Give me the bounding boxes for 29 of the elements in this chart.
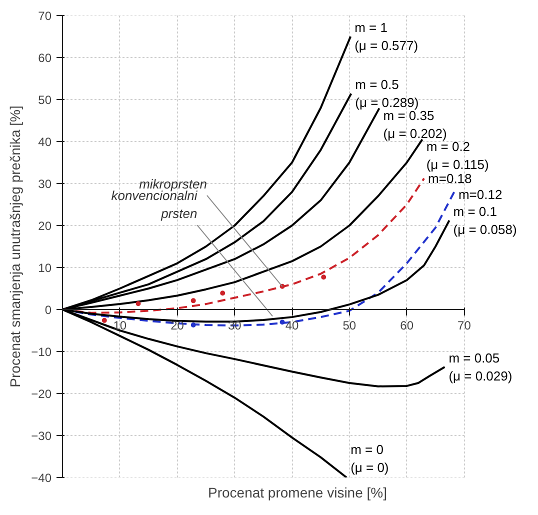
x-tick-label: 40 bbox=[285, 318, 300, 332]
y-tick-label: 70 bbox=[38, 9, 52, 23]
y-tick-label: −30 bbox=[31, 429, 52, 443]
x-axis-title: Procenat promene visine [%] bbox=[208, 484, 387, 500]
y-tick-label: −10 bbox=[31, 345, 52, 359]
y-tick-label: −20 bbox=[31, 387, 52, 401]
y-tick-label: 20 bbox=[38, 219, 52, 233]
y-tick-label: −40 bbox=[31, 471, 52, 485]
x-tick-label: 60 bbox=[400, 318, 414, 332]
series-label: m = 0.5 (μ = 0.289) bbox=[355, 77, 419, 110]
y-tick-label: 50 bbox=[38, 93, 52, 107]
x-tick-label: 70 bbox=[458, 318, 472, 332]
y-axis-title: Procenat smanjenja unutrašnjeg prečnika [%] bbox=[7, 106, 24, 388]
series-label: m = 0.2 (μ = 0.115) bbox=[426, 139, 489, 172]
y-tick-label: 0 bbox=[44, 303, 52, 317]
x-tick-label: 50 bbox=[342, 318, 356, 332]
series-label: m = 0.05 (μ = 0.029) bbox=[448, 350, 512, 384]
series-label: m=0.12 bbox=[458, 186, 502, 202]
series-label: m = 0.35 (μ = 0.202) bbox=[383, 108, 447, 142]
series-label: m = 0 (μ = 0) bbox=[350, 442, 389, 475]
annotation: mikroprsten bbox=[139, 176, 207, 192]
y-tick-label: 40 bbox=[38, 135, 52, 149]
series-label: m=0.18 bbox=[428, 170, 472, 186]
y-tick-label: 60 bbox=[38, 51, 52, 65]
y-tick-label: 10 bbox=[38, 261, 52, 275]
x-tick-label: 10 bbox=[113, 318, 127, 332]
y-tick-label: 30 bbox=[38, 177, 52, 191]
series-label: m = 1 (μ = 0.577) bbox=[354, 20, 418, 53]
series-label: m = 0.1 (μ = 0.058) bbox=[453, 204, 517, 237]
